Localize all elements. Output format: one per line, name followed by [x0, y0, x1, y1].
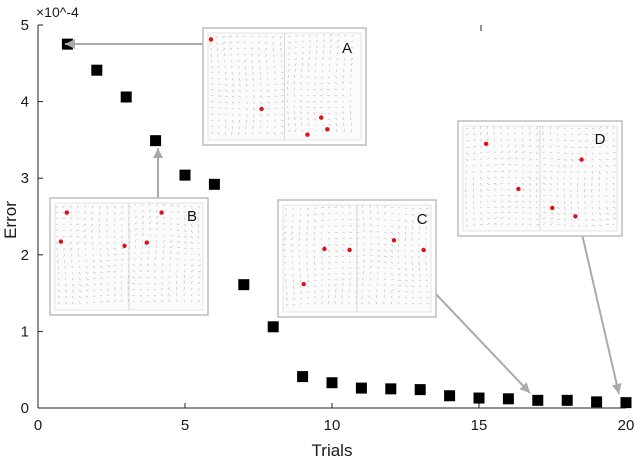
y-tick-label: 0 [21, 400, 29, 417]
data-point [267, 321, 279, 333]
data-point [150, 135, 162, 147]
data-point [91, 64, 103, 76]
y-tick-label: 3 [21, 170, 29, 187]
data-point [591, 396, 603, 408]
particle-dot [550, 205, 555, 211]
x-tick-label: 0 [34, 417, 42, 434]
x-tick-label: 5 [181, 417, 189, 434]
inset-label-c: C [417, 211, 428, 228]
y-axis-title: Error [1, 201, 20, 239]
inset-panel-b: B [49, 197, 209, 316]
arrow-head [153, 148, 163, 158]
particle-dot [483, 141, 489, 147]
inset-panel-c: C [277, 199, 437, 318]
particle-dot [259, 106, 264, 112]
particle-dot [347, 247, 352, 253]
arrow-head [519, 382, 530, 393]
data-point [208, 178, 220, 190]
particle-dot [319, 115, 324, 120]
data-point [561, 394, 573, 406]
x-tick-label: 20 [618, 417, 634, 434]
y-axis-exponent: ×10^-4 [36, 4, 79, 20]
axes: 0 5 10 15 20 0 1 2 3 4 5 [21, 17, 634, 434]
inset-arrows [65, 39, 622, 395]
particle-dot [305, 132, 310, 137]
x-tick-label: 10 [324, 417, 341, 434]
particle-dot [391, 238, 397, 243]
particle-dot [325, 127, 330, 132]
particle-dot [516, 186, 521, 192]
flow-vectors [210, 33, 354, 136]
inset-panel-d: D [457, 120, 623, 237]
particle-dot [301, 281, 306, 287]
data-point [502, 393, 514, 405]
data-point [120, 91, 132, 103]
flow-vectors [282, 204, 430, 306]
data-point [238, 279, 250, 291]
flow-vectors [54, 203, 202, 305]
data-point [414, 384, 426, 396]
y-tick-label: 1 [21, 323, 29, 340]
particle-dot [58, 239, 64, 244]
arrow-head [611, 383, 622, 394]
data-point [355, 382, 367, 394]
y-tick-label: 2 [21, 247, 29, 264]
particle-dot [144, 240, 149, 245]
data-point [326, 377, 338, 389]
inset-arrow-c [433, 291, 531, 394]
inset-label-b: B [187, 208, 197, 225]
inset-label-d: D [595, 131, 606, 148]
particle-dot [579, 157, 584, 162]
particle-dot [322, 246, 327, 252]
data-point [444, 390, 456, 402]
arrow-head [65, 39, 75, 49]
inset-arrow-d [581, 233, 620, 395]
y-tick-label: 4 [21, 94, 29, 111]
inset-label-a: A [342, 40, 352, 57]
particle-dot [159, 210, 164, 215]
data-point [297, 371, 309, 383]
data-point [179, 169, 191, 181]
x-axis-title: Trials [312, 441, 353, 460]
x-tick-label: 15 [471, 417, 488, 434]
flow-vectors [465, 125, 617, 227]
particle-dot [122, 243, 127, 248]
data-point [385, 383, 397, 395]
data-point [473, 392, 485, 404]
y-tick-label: 5 [21, 17, 29, 34]
particle-dot [421, 247, 426, 253]
particle-dot [208, 37, 214, 42]
data-point [620, 397, 632, 409]
data-point [532, 394, 544, 406]
particle-dot [64, 210, 70, 215]
particle-dot [573, 214, 578, 219]
inset-panel-a: A [202, 27, 367, 146]
flow-field-insets: A B C D [49, 27, 623, 318]
